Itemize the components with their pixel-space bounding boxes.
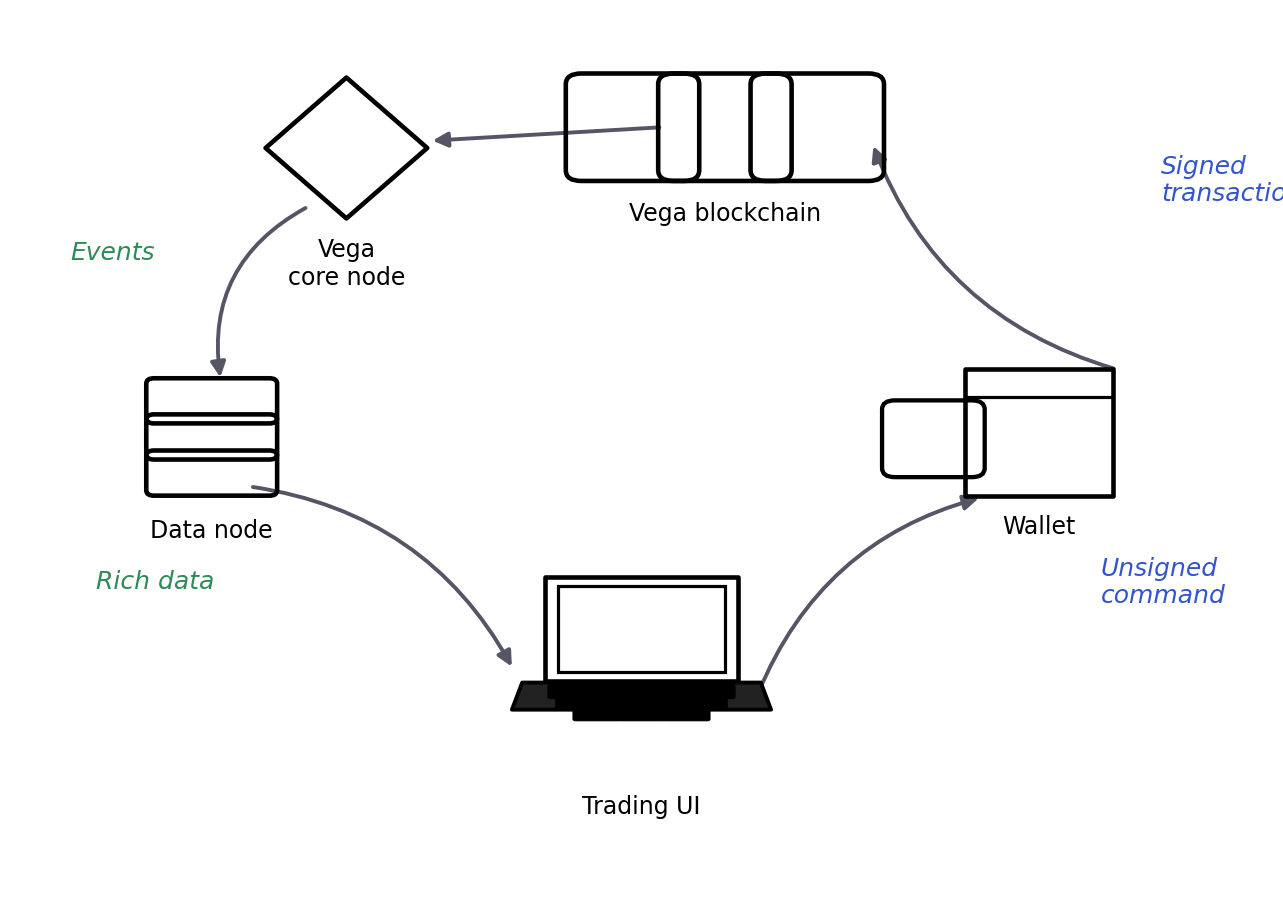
FancyBboxPatch shape [618, 707, 666, 722]
Text: Vega blockchain: Vega blockchain [629, 202, 821, 226]
FancyBboxPatch shape [679, 696, 697, 711]
Text: Data node: Data node [150, 519, 273, 543]
FancyBboxPatch shape [602, 696, 620, 711]
FancyBboxPatch shape [702, 685, 720, 699]
Text: Vega
core node: Vega core node [287, 238, 405, 290]
FancyBboxPatch shape [571, 696, 589, 711]
FancyBboxPatch shape [686, 685, 704, 699]
FancyBboxPatch shape [709, 696, 727, 711]
FancyBboxPatch shape [617, 696, 635, 711]
FancyBboxPatch shape [662, 707, 711, 722]
FancyBboxPatch shape [694, 696, 712, 711]
FancyBboxPatch shape [594, 685, 612, 699]
Text: Events: Events [71, 241, 155, 264]
FancyBboxPatch shape [572, 707, 621, 722]
FancyBboxPatch shape [556, 696, 574, 711]
FancyBboxPatch shape [548, 685, 566, 699]
FancyBboxPatch shape [558, 586, 725, 672]
FancyBboxPatch shape [717, 685, 735, 699]
FancyBboxPatch shape [633, 696, 650, 711]
Text: Signed
transaction: Signed transaction [1161, 154, 1283, 207]
FancyBboxPatch shape [625, 685, 643, 699]
FancyBboxPatch shape [663, 696, 681, 711]
Text: Rich data: Rich data [96, 570, 214, 594]
FancyBboxPatch shape [609, 685, 627, 699]
Polygon shape [512, 683, 771, 710]
Text: Unsigned
command: Unsigned command [1101, 556, 1225, 608]
FancyBboxPatch shape [586, 696, 604, 711]
FancyBboxPatch shape [579, 685, 597, 699]
FancyBboxPatch shape [656, 685, 674, 699]
FancyBboxPatch shape [671, 685, 689, 699]
FancyBboxPatch shape [563, 685, 581, 699]
Text: Trading UI: Trading UI [582, 794, 701, 818]
FancyBboxPatch shape [640, 685, 658, 699]
FancyBboxPatch shape [648, 696, 666, 711]
Text: Wallet: Wallet [1002, 514, 1076, 538]
